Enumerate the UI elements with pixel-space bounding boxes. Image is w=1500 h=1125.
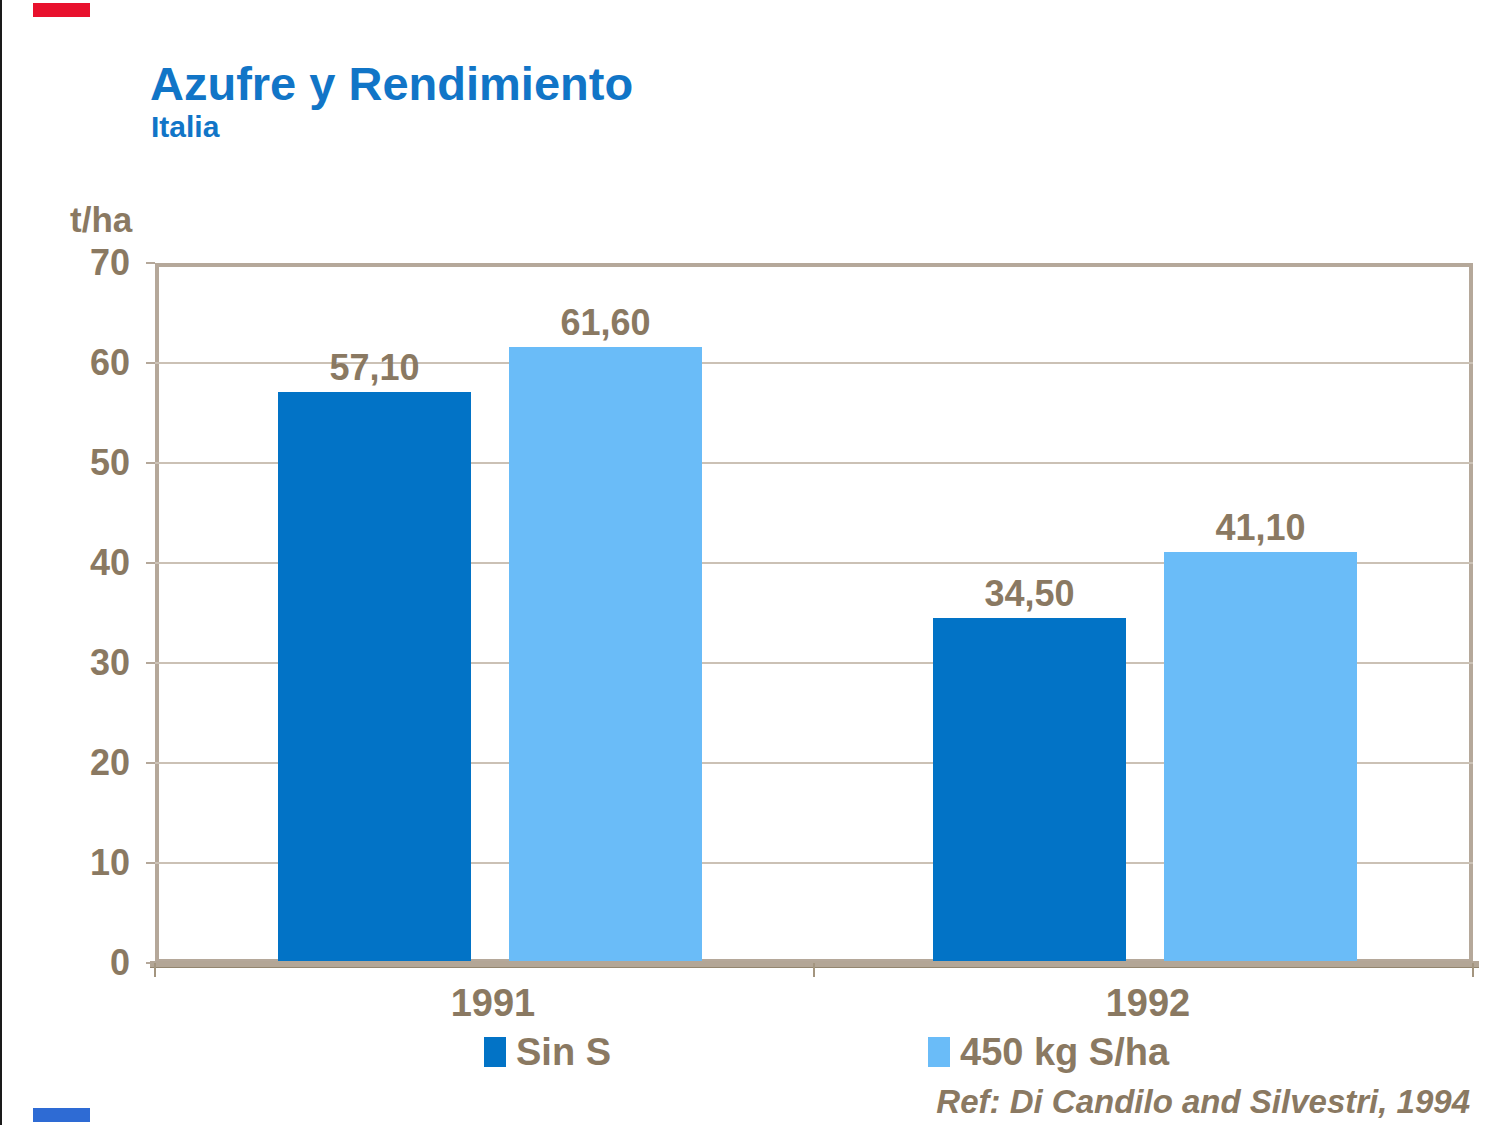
chart-subtitle: Italia xyxy=(151,110,219,144)
slide-canvas: Azufre y Rendimiento Italia t/ha 0 10 20 30… xyxy=(0,0,1500,1125)
legend-label-sin-s: Sin S xyxy=(516,1031,611,1074)
y-tick-label-40: 40 xyxy=(50,543,130,583)
value-label-1992-sin-s: 34,50 xyxy=(920,573,1140,615)
y-tick-mark-20 xyxy=(146,762,155,764)
reference-text: Ref: Di Candilo and Silvestri, 1994 xyxy=(700,1083,1470,1121)
y-tick-mark-70 xyxy=(146,262,155,264)
y-axis-unit-label: t/ha xyxy=(70,200,132,240)
bar-1992-450kg xyxy=(1164,552,1357,963)
x-tick-1 xyxy=(813,963,815,977)
y-tick-label-60: 60 xyxy=(50,343,130,383)
legend-label-450kg: 450 kg S/ha xyxy=(960,1031,1169,1074)
y-tick-label-10: 10 xyxy=(50,843,130,883)
category-label-1991: 1991 xyxy=(373,982,613,1025)
y-tick-label-0: 0 xyxy=(50,943,130,983)
y-tick-label-50: 50 xyxy=(50,443,130,483)
blue-corner-mark xyxy=(33,1108,90,1122)
chart-title: Azufre y Rendimiento xyxy=(150,56,633,111)
legend-item-sin-s: Sin S xyxy=(484,1032,611,1072)
bar-1991-450kg xyxy=(509,347,702,963)
left-edge-line xyxy=(0,0,2,1125)
legend-swatch-sin-s xyxy=(484,1037,506,1067)
value-label-1992-450kg: 41,10 xyxy=(1151,507,1371,549)
red-corner-mark xyxy=(33,3,90,17)
category-label-1992: 1992 xyxy=(1028,982,1268,1025)
value-label-1991-sin-s: 57,10 xyxy=(265,347,485,389)
bar-1992-sin-s xyxy=(933,618,1126,963)
x-tick-2 xyxy=(1472,963,1474,977)
x-tick-0 xyxy=(154,963,156,977)
y-tick-label-30: 30 xyxy=(50,643,130,683)
legend-item-450kg: 450 kg S/ha xyxy=(928,1032,1169,1072)
legend-swatch-450kg xyxy=(928,1037,950,1067)
y-tick-label-70: 70 xyxy=(50,243,130,283)
y-tick-mark-10 xyxy=(146,862,155,864)
y-tick-mark-40 xyxy=(146,562,155,564)
y-tick-mark-50 xyxy=(146,462,155,464)
y-tick-mark-30 xyxy=(146,662,155,664)
value-label-1991-450kg: 61,60 xyxy=(496,302,716,344)
y-tick-label-20: 20 xyxy=(50,743,130,783)
y-tick-mark-60 xyxy=(146,362,155,364)
bar-1991-sin-s xyxy=(278,392,471,963)
